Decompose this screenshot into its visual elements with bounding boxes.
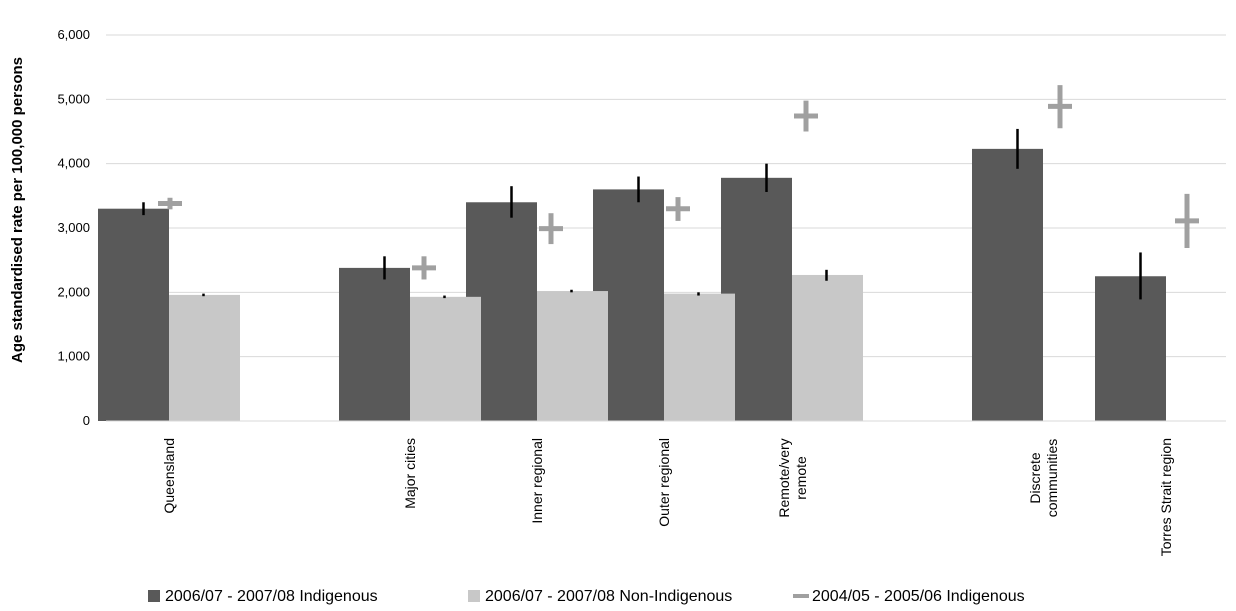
- category-label-line: Torres Strait region: [1158, 438, 1174, 556]
- category-label-line: communities: [1044, 439, 1060, 518]
- category-label: Inner regional: [529, 438, 545, 524]
- category-label-line: Inner regional: [529, 438, 545, 524]
- category-label-line: remote: [793, 456, 809, 500]
- category-label: Remote/veryremote: [776, 438, 809, 517]
- legend-label: 2006/07 - 2007/08 Non-Indigenous: [485, 588, 732, 605]
- category-label-line: Remote/very: [776, 438, 792, 517]
- bars: [98, 128, 1166, 421]
- legend-swatch: [468, 590, 480, 602]
- y-tick-label: 2,000: [57, 284, 90, 299]
- bar-non-indigenous: [664, 293, 735, 421]
- bar-non-indigenous: [537, 291, 608, 421]
- bar-indigenous: [972, 148, 1043, 421]
- category-label-line: Outer regional: [656, 438, 672, 527]
- legend-label: 2006/07 - 2007/08 Indigenous: [165, 588, 378, 605]
- y-tick-label: 5,000: [57, 91, 90, 106]
- category-label: Outer regional: [656, 438, 672, 527]
- legend-label: 2004/05 - 2005/06 Indigenous: [812, 588, 1025, 605]
- y-tick-label: 0: [83, 413, 90, 428]
- bar-indigenous: [98, 208, 169, 421]
- y-axis-ticks: 0 1,000 2,000 3,000 4,000 5,000 6,000: [57, 27, 90, 428]
- category-label: Discretecommunities: [1027, 439, 1060, 518]
- bar-non-indigenous: [792, 274, 863, 421]
- bar-non-indigenous: [410, 296, 481, 421]
- bar-non-indigenous: [169, 294, 240, 421]
- y-tick-label: 4,000: [57, 156, 90, 171]
- category-label: Torres Strait region: [1158, 438, 1174, 556]
- y-tick-label: 3,000: [57, 220, 90, 235]
- category-label-line: Queensland: [161, 438, 177, 514]
- category-label: Queensland: [161, 438, 177, 514]
- bar-indigenous: [1095, 276, 1166, 421]
- markers: [158, 85, 1199, 280]
- y-tick-label: 1,000: [57, 349, 90, 364]
- bar-indigenous: [339, 267, 410, 421]
- legend-swatch: [148, 590, 160, 602]
- y-axis-label: Age standardised rate per 100,000 person…: [9, 57, 26, 363]
- legend: 2006/07 - 2007/08 Indigenous 2006/07 - 20…: [148, 588, 1025, 605]
- category-labels: Queensland Major cities Inner regional Oute…: [161, 438, 1174, 556]
- y-tick-label: 6,000: [57, 27, 90, 42]
- category-label-line: Discrete: [1027, 452, 1043, 504]
- category-label-line: Major cities: [402, 438, 418, 509]
- category-label: Major cities: [402, 438, 418, 509]
